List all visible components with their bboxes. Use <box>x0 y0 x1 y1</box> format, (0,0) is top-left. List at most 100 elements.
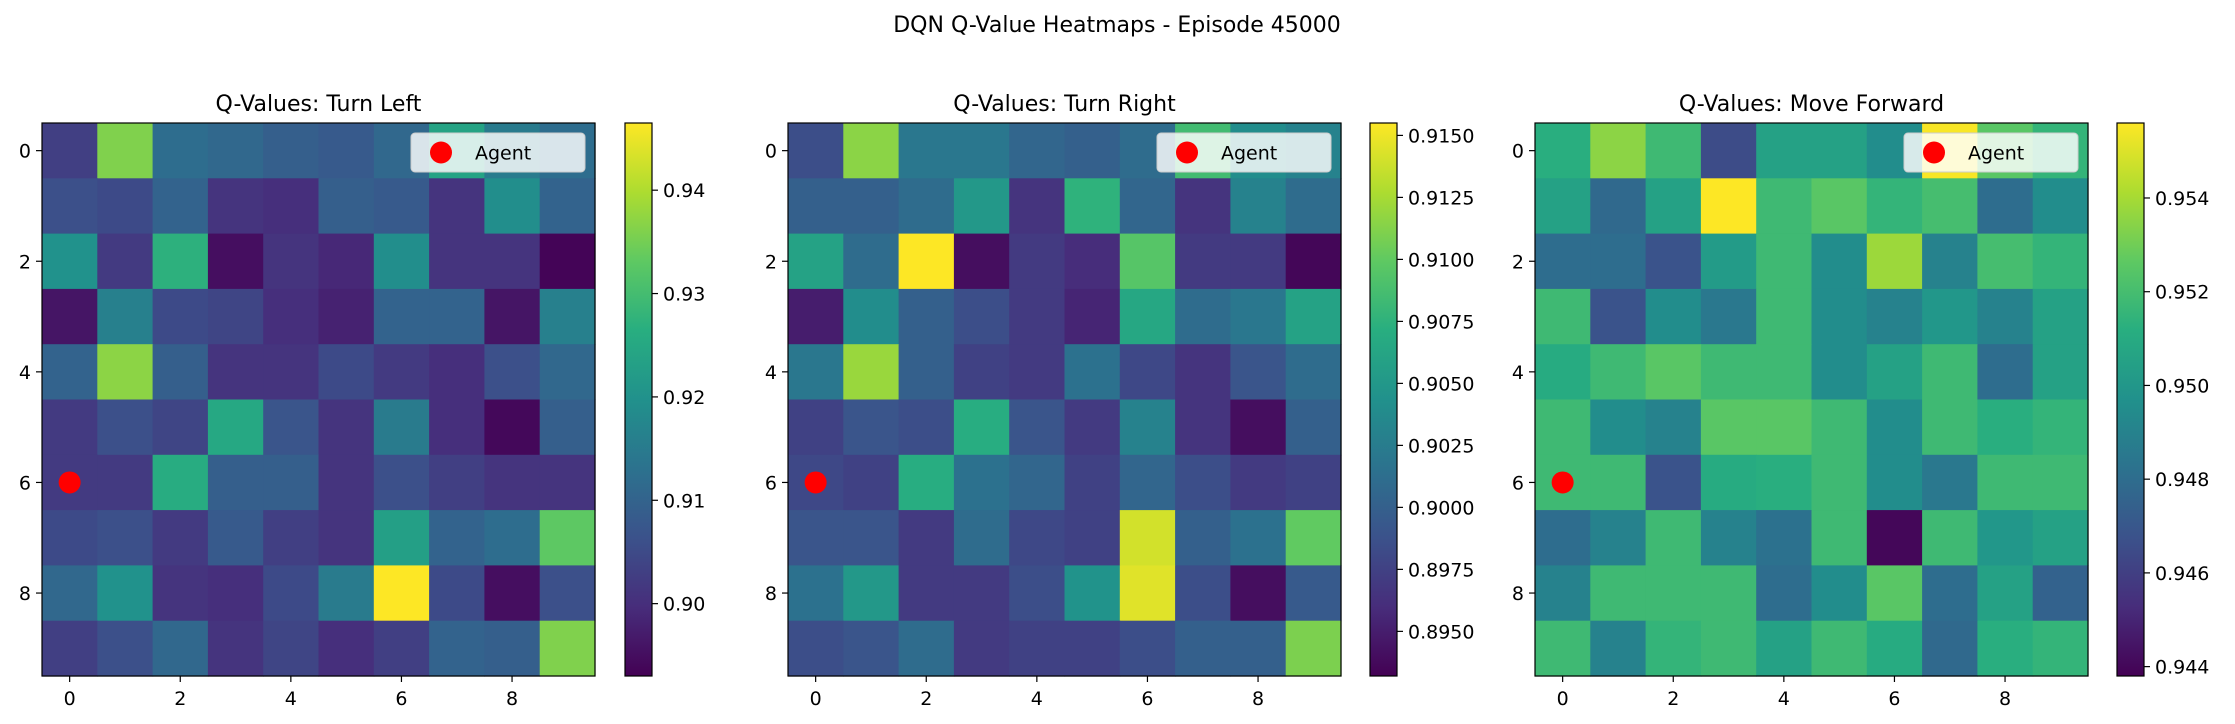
heatmap-cell <box>1590 233 1647 290</box>
colorbar-tick-label: 0.8975 <box>1408 559 1474 581</box>
heatmap-cell <box>1866 620 1923 677</box>
colorbar-tick-label: 0.9100 <box>1408 249 1474 271</box>
agent-marker <box>1551 471 1574 494</box>
heatmap-cell <box>1645 344 1702 401</box>
heatmap-cell <box>1811 620 1868 677</box>
heatmap-cell <box>1811 344 1868 401</box>
heatmap-cell <box>1230 178 1287 235</box>
heatmap-cell <box>898 344 955 401</box>
heatmap-cell <box>97 123 154 179</box>
heatmap-cell <box>1811 454 1868 511</box>
heatmap-cell <box>318 233 375 290</box>
heatmap-cell <box>1119 344 1176 401</box>
heatmap-cell <box>373 454 430 511</box>
heatmap-cell <box>1590 344 1647 401</box>
heatmap-cell <box>42 233 98 290</box>
heatmap-cell <box>539 454 596 511</box>
heatmap-cell <box>953 178 1010 235</box>
legend-box <box>1903 132 2079 173</box>
legend-label: Agent <box>475 143 531 165</box>
heatmap-cell <box>898 510 955 566</box>
heatmap-cell <box>152 565 209 622</box>
heatmap-cell <box>97 565 154 622</box>
heatmap-cell <box>1700 620 1757 677</box>
legend-label: Agent <box>1968 143 2024 165</box>
heatmap-cell <box>97 344 154 401</box>
heatmap-cell <box>263 288 320 345</box>
heatmap-cell <box>42 123 98 179</box>
heatmap-cell <box>1175 565 1231 622</box>
heatmap-cell <box>152 454 209 511</box>
colorbar-frame <box>2116 122 2145 677</box>
x-tick-label: 4 <box>1778 688 1790 710</box>
heatmap-cell <box>318 454 375 511</box>
heatmap-cell <box>1700 454 1757 511</box>
heatmap-cell <box>1977 344 2034 401</box>
heatmap-cell <box>373 510 430 566</box>
heatmap-cell <box>953 620 1010 677</box>
heatmap-cell <box>1645 399 1702 456</box>
axes-frame <box>1534 122 2089 677</box>
heatmap-cell <box>1922 399 1978 456</box>
heatmap-cell <box>318 399 375 456</box>
heatmap-cell <box>1285 620 1342 677</box>
heatmap-cell <box>843 620 900 677</box>
heatmap-cell <box>429 288 485 345</box>
heatmap-cell <box>1119 620 1176 677</box>
x-tick-label: 8 <box>1252 688 1264 710</box>
heatmap-cell <box>484 233 541 290</box>
agent-marker <box>58 471 81 494</box>
heatmap-cell <box>953 344 1010 401</box>
heatmap-cell <box>207 620 264 677</box>
heatmap-cell <box>1009 454 1066 511</box>
heatmap-cell <box>788 123 844 179</box>
heatmap-cell <box>1009 123 1066 179</box>
heatmap-cell <box>1535 288 1591 345</box>
heatmap-cell <box>898 565 955 622</box>
y-tick-label: 8 <box>19 583 31 605</box>
heatmap-cell <box>1175 454 1231 511</box>
colorbar-tick-label: 0.9025 <box>1408 435 1474 457</box>
heatmap-cell <box>429 620 485 677</box>
heatmap-cell <box>1285 233 1342 290</box>
heatmap-cell <box>1064 344 1121 401</box>
legend-agent-marker <box>1923 141 1945 164</box>
heatmap-cell <box>1700 233 1757 290</box>
heatmap-cell <box>1645 178 1702 235</box>
heatmap-cell <box>1064 123 1121 179</box>
heatmap-cell <box>1175 399 1231 456</box>
heatmap-cell <box>898 178 955 235</box>
heatmap-cell <box>484 288 541 345</box>
heatmap-cell <box>263 178 320 235</box>
heatmap-cell <box>1977 454 2034 511</box>
heatmap-panel-turn-right: Q-Values: Turn Right 0 2 4 6 8 0 2 4 6 8 Agent 0.895… <box>765 92 1475 710</box>
heatmap-cell <box>1811 123 1868 179</box>
heatmap-cell <box>1977 233 2034 290</box>
heatmap-cell <box>1230 620 1287 677</box>
y-tick-label: 4 <box>765 362 777 384</box>
heatmap-cell <box>953 123 1010 179</box>
heatmap-cell <box>1922 620 1978 677</box>
heatmap-cell <box>1064 454 1121 511</box>
heatmap-cell <box>1285 565 1342 622</box>
heatmap-cell <box>1230 344 1287 401</box>
y-tick-label: 8 <box>1512 583 1524 605</box>
figure-suptitle: DQN Q-Value Heatmaps - Episode 45000 <box>893 13 1341 38</box>
colorbar-tick-label: 0.9125 <box>1408 187 1474 209</box>
x-tick-label: 0 <box>64 688 76 710</box>
heatmap-cell <box>1645 233 1702 290</box>
heatmap-cell <box>373 178 430 235</box>
heatmap-cell <box>207 123 264 179</box>
colorbar-tick-label: 0.954 <box>2155 188 2209 210</box>
heatmap-cell <box>1535 233 1591 290</box>
heatmap-cell <box>953 288 1010 345</box>
heatmap-cell <box>1700 565 1757 622</box>
axes-frame <box>787 122 1342 677</box>
heatmap-cell <box>1119 233 1176 290</box>
heatmap-cell <box>484 344 541 401</box>
heatmap-cell <box>788 233 844 290</box>
heatmap-cell <box>1866 454 1923 511</box>
y-tick-label: 6 <box>1512 472 1524 494</box>
heatmap-cell <box>152 178 209 235</box>
heatmap-cell <box>1064 620 1121 677</box>
